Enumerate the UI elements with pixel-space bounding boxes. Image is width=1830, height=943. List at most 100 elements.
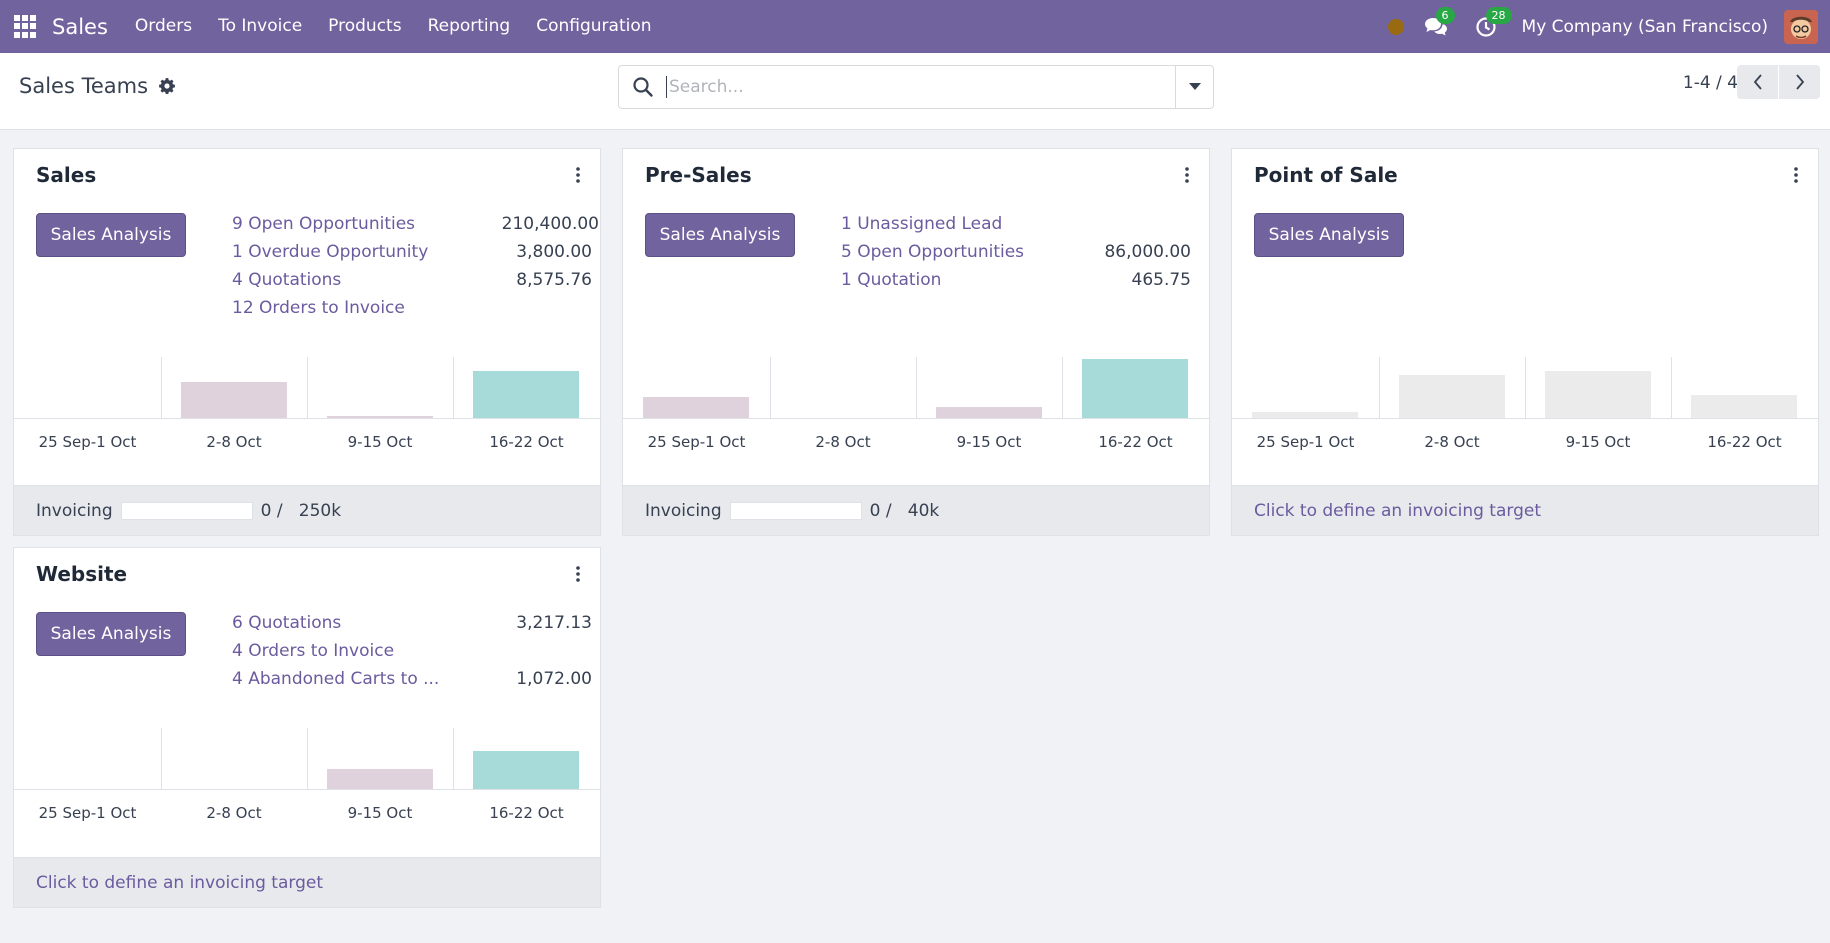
invoicing-progress-bar[interactable]: [729, 501, 862, 520]
search-options-toggle[interactable]: [1175, 66, 1213, 108]
kebab-menu-icon[interactable]: [1794, 167, 1798, 183]
company-switcher[interactable]: My Company (San Francisco): [1521, 16, 1768, 37]
chart-bar-week-2[interactable]: [181, 382, 287, 419]
weekly-sales-chart[interactable]: 25 Sep-1 Oct 2-8 Oct 9-15 Oct 16-22 Oct: [623, 357, 1209, 467]
team-card-website[interactable]: Website Sales Analysis 6 Quotations 3,21…: [13, 547, 601, 908]
page-title-text: Sales Teams: [19, 74, 149, 98]
navbar-systray: 6 28 My Company (San Francisco): [1387, 0, 1830, 53]
chart-separator: [307, 357, 308, 419]
chart-bar-week-1[interactable]: [1252, 412, 1358, 419]
sales-analysis-button[interactable]: Sales Analysis: [36, 213, 186, 257]
quotations-link[interactable]: 6 Quotations: [232, 613, 342, 633]
team-card-point-of-sale[interactable]: Point of Sale Sales Analysis 25 Sep-1 Oc…: [1231, 148, 1819, 536]
abandoned-carts-link[interactable]: 4 Abandoned Carts to ...: [232, 669, 440, 689]
chart-bar-week-3[interactable]: [327, 769, 433, 790]
activities-count-badge: 28: [1485, 6, 1512, 24]
pager-value[interactable]: 1-4 / 4: [1682, 73, 1738, 93]
stat-value: 1,072.00: [516, 669, 592, 689]
pager-previous-button[interactable]: [1737, 65, 1778, 99]
sales-analysis-button[interactable]: Sales Analysis: [36, 612, 186, 656]
app-brand[interactable]: Sales: [52, 14, 108, 39]
sales-analysis-button[interactable]: Sales Analysis: [1254, 213, 1404, 257]
chart-bar-week-4[interactable]: [1691, 395, 1797, 419]
chart-bar-week-3[interactable]: [1545, 371, 1651, 419]
top-navbar: Sales Orders To Invoice Products Reporti…: [0, 0, 1830, 53]
chart-bar-week-3[interactable]: [327, 416, 433, 419]
pager-next-button[interactable]: [1779, 65, 1820, 99]
control-panel: Sales Teams 1-4 / 4: [0, 53, 1830, 130]
chart-bar-week-4[interactable]: [473, 371, 579, 419]
menu-configuration[interactable]: Configuration: [536, 16, 652, 36]
search-input[interactable]: [666, 76, 1156, 98]
chart-baseline: [14, 789, 600, 790]
chart-x-label: 16-22 Oct: [489, 433, 564, 451]
page-title: Sales Teams: [19, 74, 176, 98]
menu-products[interactable]: Products: [328, 16, 402, 36]
messages-button[interactable]: 6: [1422, 6, 1455, 41]
presence-status-icon[interactable]: [1387, 18, 1404, 35]
chart-bar-week-4[interactable]: [1082, 359, 1188, 419]
chart-baseline: [1232, 418, 1818, 419]
chart-bar-week-4[interactable]: [473, 751, 579, 790]
team-card-sales[interactable]: Sales Sales Analysis 9 Open Opportunitie…: [13, 148, 601, 536]
chart-bar-week-1[interactable]: [643, 397, 749, 419]
user-avatar-icon: [1784, 9, 1818, 44]
kebab-menu-icon[interactable]: [1185, 167, 1189, 183]
chart-separator: [453, 728, 454, 790]
activities-button[interactable]: 28: [1472, 6, 1512, 41]
stat-value: 3,217.13: [516, 613, 592, 633]
define-invoicing-target-link[interactable]: Click to define an invoicing target: [36, 872, 323, 893]
user-avatar[interactable]: [1784, 9, 1818, 44]
chart-x-label: 9-15 Oct: [1565, 433, 1631, 451]
apps-menu-icon[interactable]: [14, 14, 38, 39]
stat-value: 8,575.76: [516, 270, 592, 290]
team-name[interactable]: Sales: [36, 163, 97, 187]
chart-x-label: 16-22 Oct: [1098, 433, 1173, 451]
chart-baseline: [14, 418, 600, 419]
chart-bar-week-2[interactable]: [1399, 375, 1505, 419]
orders-to-invoice-link[interactable]: 4 Orders to Invoice: [232, 641, 395, 661]
chart-x-label: 2-8 Oct: [206, 804, 262, 822]
team-card-pre-sales[interactable]: Pre-Sales Sales Analysis 1 Unassigned Le…: [622, 148, 1210, 536]
kebab-menu-icon[interactable]: [576, 167, 580, 183]
chart-x-label: 9-15 Oct: [347, 804, 413, 822]
menu-reporting[interactable]: Reporting: [427, 16, 511, 36]
team-name[interactable]: Website: [36, 562, 128, 586]
chart-bar-week-3[interactable]: [936, 407, 1042, 419]
chart-separator: [161, 357, 162, 419]
chevron-right-icon: [1795, 74, 1804, 90]
weekly-sales-chart[interactable]: 25 Sep-1 Oct 2-8 Oct 9-15 Oct 16-22 Oct: [1232, 357, 1818, 467]
invoicing-progress-bar[interactable]: [120, 501, 253, 520]
team-name[interactable]: Pre-Sales: [645, 163, 752, 187]
invoicing-label: Invoicing: [36, 500, 113, 521]
menu-to-invoice[interactable]: To Invoice: [218, 16, 303, 36]
invoicing-progress-value[interactable]: 0 / 250k: [260, 500, 342, 521]
chart-x-label: 9-15 Oct: [347, 433, 413, 451]
chart-separator: [1671, 357, 1672, 419]
stat-value: 86,000.00: [1104, 242, 1191, 262]
team-name[interactable]: Point of Sale: [1254, 163, 1398, 187]
chart-separator: [916, 357, 917, 419]
stat-value: 210,400.00: [501, 214, 599, 234]
weekly-sales-chart[interactable]: 25 Sep-1 Oct 2-8 Oct 9-15 Oct 16-22 Oct: [14, 728, 600, 838]
open-opportunities-link[interactable]: 5 Open Opportunities: [841, 242, 1025, 262]
gear-icon[interactable]: [158, 77, 176, 95]
kebab-menu-icon[interactable]: [576, 566, 580, 582]
quotations-link[interactable]: 4 Quotations: [232, 270, 342, 290]
sales-analysis-button[interactable]: Sales Analysis: [645, 213, 795, 257]
open-opportunities-link[interactable]: 9 Open Opportunities: [232, 214, 416, 234]
chart-separator: [770, 357, 771, 419]
invoicing-footer: Click to define an invoicing target: [14, 857, 600, 907]
define-invoicing-target-link[interactable]: Click to define an invoicing target: [1254, 500, 1541, 521]
chart-separator: [1062, 357, 1063, 419]
overdue-opportunity-link[interactable]: 1 Overdue Opportunity: [232, 242, 429, 262]
quotation-link[interactable]: 1 Quotation: [841, 270, 942, 290]
weekly-sales-chart[interactable]: 25 Sep-1 Oct 2-8 Oct 9-15 Oct 16-22 Oct: [14, 357, 600, 467]
unassigned-lead-link[interactable]: 1 Unassigned Lead: [841, 214, 1003, 234]
invoicing-progress-value[interactable]: 0 / 40k: [869, 500, 940, 521]
search-bar: [618, 65, 1214, 109]
chart-x-label: 25 Sep-1 Oct: [38, 433, 137, 451]
chart-x-label: 25 Sep-1 Oct: [647, 433, 746, 451]
menu-orders[interactable]: Orders: [134, 16, 193, 36]
orders-to-invoice-link[interactable]: 12 Orders to Invoice: [232, 298, 405, 318]
